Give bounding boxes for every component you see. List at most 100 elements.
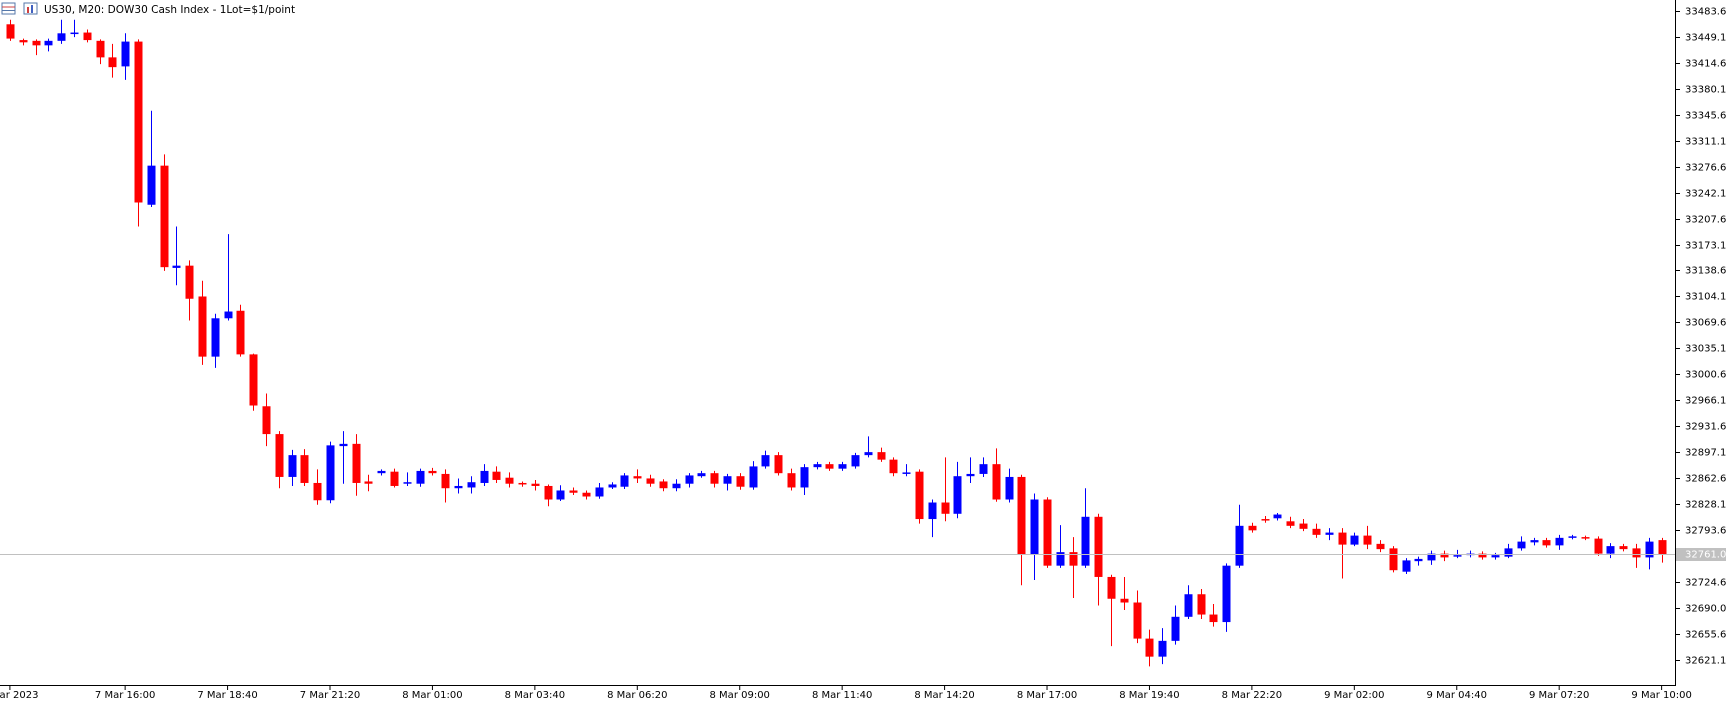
candle-body [1414,558,1423,562]
candle-body [697,473,706,477]
candle-body [1594,538,1603,554]
candle-body [57,33,66,41]
x-tick-label: 8 Mar 11:40 [812,690,872,701]
candle-body [902,472,911,474]
candle-body [1338,532,1347,545]
y-tick-label: 32724.6 [1685,578,1726,589]
candle-body [556,490,565,500]
candle-body [761,455,770,467]
candle-body [428,470,437,474]
candle-body [147,165,156,205]
candle-body [198,296,207,357]
chart-title: US30, M20: DOW30 Cash Index - 1Lot=$1/po… [44,4,295,16]
candle-body [1581,537,1590,539]
y-tick-label: 33380.1 [1685,85,1726,96]
candle-body [172,265,181,268]
candle-body [723,476,732,484]
candle-body [825,464,834,469]
candle-body [672,483,681,489]
candle-body [569,490,578,493]
candle-body [1197,594,1206,615]
y-tick-label: 33138.6 [1685,266,1726,277]
candle-body [377,470,386,474]
candle-body [1017,476,1026,555]
candle-body [492,471,501,480]
candle-body [1056,552,1065,566]
candle-body [966,473,975,477]
candle-body [595,487,604,497]
candle-body [915,471,924,520]
candle-body [1222,565,1231,623]
candle-body [1248,525,1257,531]
candle-body [1427,553,1436,561]
candle-body [979,464,988,474]
x-tick-label: 9 Mar 10:00 [1631,690,1691,701]
candle-body [1069,552,1078,566]
title-icons [1,2,38,15]
current-price-box [1676,548,1726,561]
candle-body [646,478,655,484]
candle-body [454,485,463,489]
candle-body [685,475,694,484]
candle-body [1171,616,1180,641]
candle-body [1350,535,1359,545]
candle-body [1158,640,1167,657]
candle-body [1542,540,1551,546]
candle-body [313,482,322,501]
candle-body [480,470,489,483]
y-tick-label: 32897.1 [1685,448,1726,459]
candle-body [288,455,297,477]
candle-body [1145,638,1154,657]
candle-body [1491,555,1500,558]
candle-body [249,354,258,406]
x-tick-label: 8 Mar 17:00 [1017,690,1077,701]
candle-body [633,476,642,479]
candle-body [582,492,591,497]
x-tick-label: 8 Mar 14:20 [914,690,974,701]
x-tick-label: 8 Mar 09:00 [710,690,770,701]
icon-bar [27,7,29,13]
candle-body [736,476,745,487]
x-tick-label: 9 Mar 07:20 [1529,690,1589,701]
candle-body [992,464,1001,500]
x-tick-label: 9 Mar 04:40 [1427,690,1487,701]
candle-body [1453,555,1462,557]
x-tick-label: 7 Mar 21:20 [300,690,360,701]
candle-body [851,455,860,467]
candle-body [620,475,629,487]
x-tick-label: 7 Mar 2023 [0,690,38,701]
candle-body [941,502,950,514]
y-tick-label: 33483.6 [1685,7,1726,18]
x-tick-label: 8 Mar 01:00 [402,690,462,701]
candle-body [1555,537,1564,546]
candle-body [96,40,105,58]
candle-body [1645,541,1654,558]
candle-body [32,40,41,46]
candle-body [608,484,617,488]
candle-body [1478,553,1487,558]
candle-body [467,482,476,488]
x-tick-label: 7 Mar 16:00 [95,690,155,701]
y-tick-label: 33414.6 [1685,59,1726,70]
candle-body [300,455,309,483]
candle-body [224,311,233,319]
candle-body [518,482,527,485]
candle-body [44,40,53,46]
candle-body [544,485,553,500]
candle-body [1235,525,1244,566]
candle-body [1133,602,1142,639]
y-tick-label: 32690.0 [1685,604,1726,615]
current-price-label: 32761.0 [1685,550,1726,561]
candle-body [1632,548,1641,558]
candle-body [390,471,399,486]
candle-body [1440,553,1449,558]
candle-body [1517,541,1526,549]
candle-body [749,466,758,488]
candle-body [1606,546,1615,554]
candle-body [1376,543,1385,550]
x-tick-label: 8 Mar 06:20 [607,690,667,701]
y-tick-label: 32655.6 [1685,630,1726,641]
candle-body [1299,523,1308,529]
candle-body [1504,548,1513,557]
